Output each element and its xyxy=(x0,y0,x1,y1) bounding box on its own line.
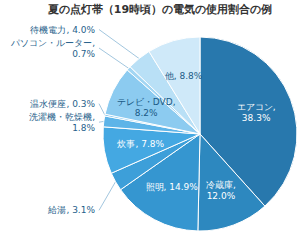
data-label: パソコン・ルーター,0.7% xyxy=(10,38,95,59)
leader-line xyxy=(99,121,104,123)
data-label-line: 待機電力, 4.0% xyxy=(30,25,95,35)
leader-line xyxy=(99,48,129,68)
data-label: 洗濯機・乾燥機,1.8% xyxy=(29,112,95,133)
slice xyxy=(198,134,265,231)
data-label-line: 他, 8.8% xyxy=(165,71,203,81)
data-label-line: 38.3% xyxy=(242,113,271,123)
data-labels: エアコン,38.3% 冷蔵庫,12.0% 照明, 14.9% 給湯, 3.1% 炊事, … xyxy=(10,25,275,216)
leader-line xyxy=(99,104,105,115)
data-label-line: テレビ・DVD, xyxy=(117,97,176,107)
slice xyxy=(149,37,200,134)
data-label: エアコン,38.3% xyxy=(237,102,276,123)
data-label: テレビ・DVD,8.2% xyxy=(117,97,176,118)
data-label-line: 8.2% xyxy=(135,108,158,118)
data-label-line: 洗濯機・乾燥機, xyxy=(29,112,95,122)
slice xyxy=(200,37,297,206)
leader-line xyxy=(99,182,116,211)
data-label-line: 0.7% xyxy=(72,49,95,59)
leader-line xyxy=(99,30,139,59)
slice xyxy=(103,127,200,173)
data-label-line: 温水便座, 0.3% xyxy=(30,99,95,109)
data-label-line: 炊事, 7.8% xyxy=(117,139,164,149)
pie xyxy=(103,37,297,231)
data-label-line: 給湯, 3.1% xyxy=(47,205,95,215)
data-label: 待機電力, 4.0% xyxy=(30,25,95,35)
title: 夏の点灯帯（19時頃）の電気の使用割合の例 xyxy=(47,3,272,16)
data-label: 給湯, 3.1% xyxy=(47,205,95,215)
data-label: 他, 8.8% xyxy=(165,71,203,81)
data-label-line: パソコン・ルーター, xyxy=(10,38,95,48)
chart: 夏の点灯帯（19時頃）の電気の使用割合の例エアコン,38.3% 冷蔵庫,12.0%… xyxy=(0,0,299,243)
data-label: 冷蔵庫,12.0% xyxy=(206,180,236,201)
data-label: 温水便座, 0.3% xyxy=(30,99,95,109)
data-label: 炊事, 7.8% xyxy=(117,139,164,149)
data-label-line: 冷蔵庫, xyxy=(206,180,236,190)
data-label: 照明, 14.9% xyxy=(146,182,199,192)
data-label-line: エアコン, xyxy=(237,102,276,112)
data-label-line: 1.8% xyxy=(72,123,95,133)
data-label-line: 12.0% xyxy=(207,191,236,201)
data-label-line: 照明, 14.9% xyxy=(146,182,199,192)
